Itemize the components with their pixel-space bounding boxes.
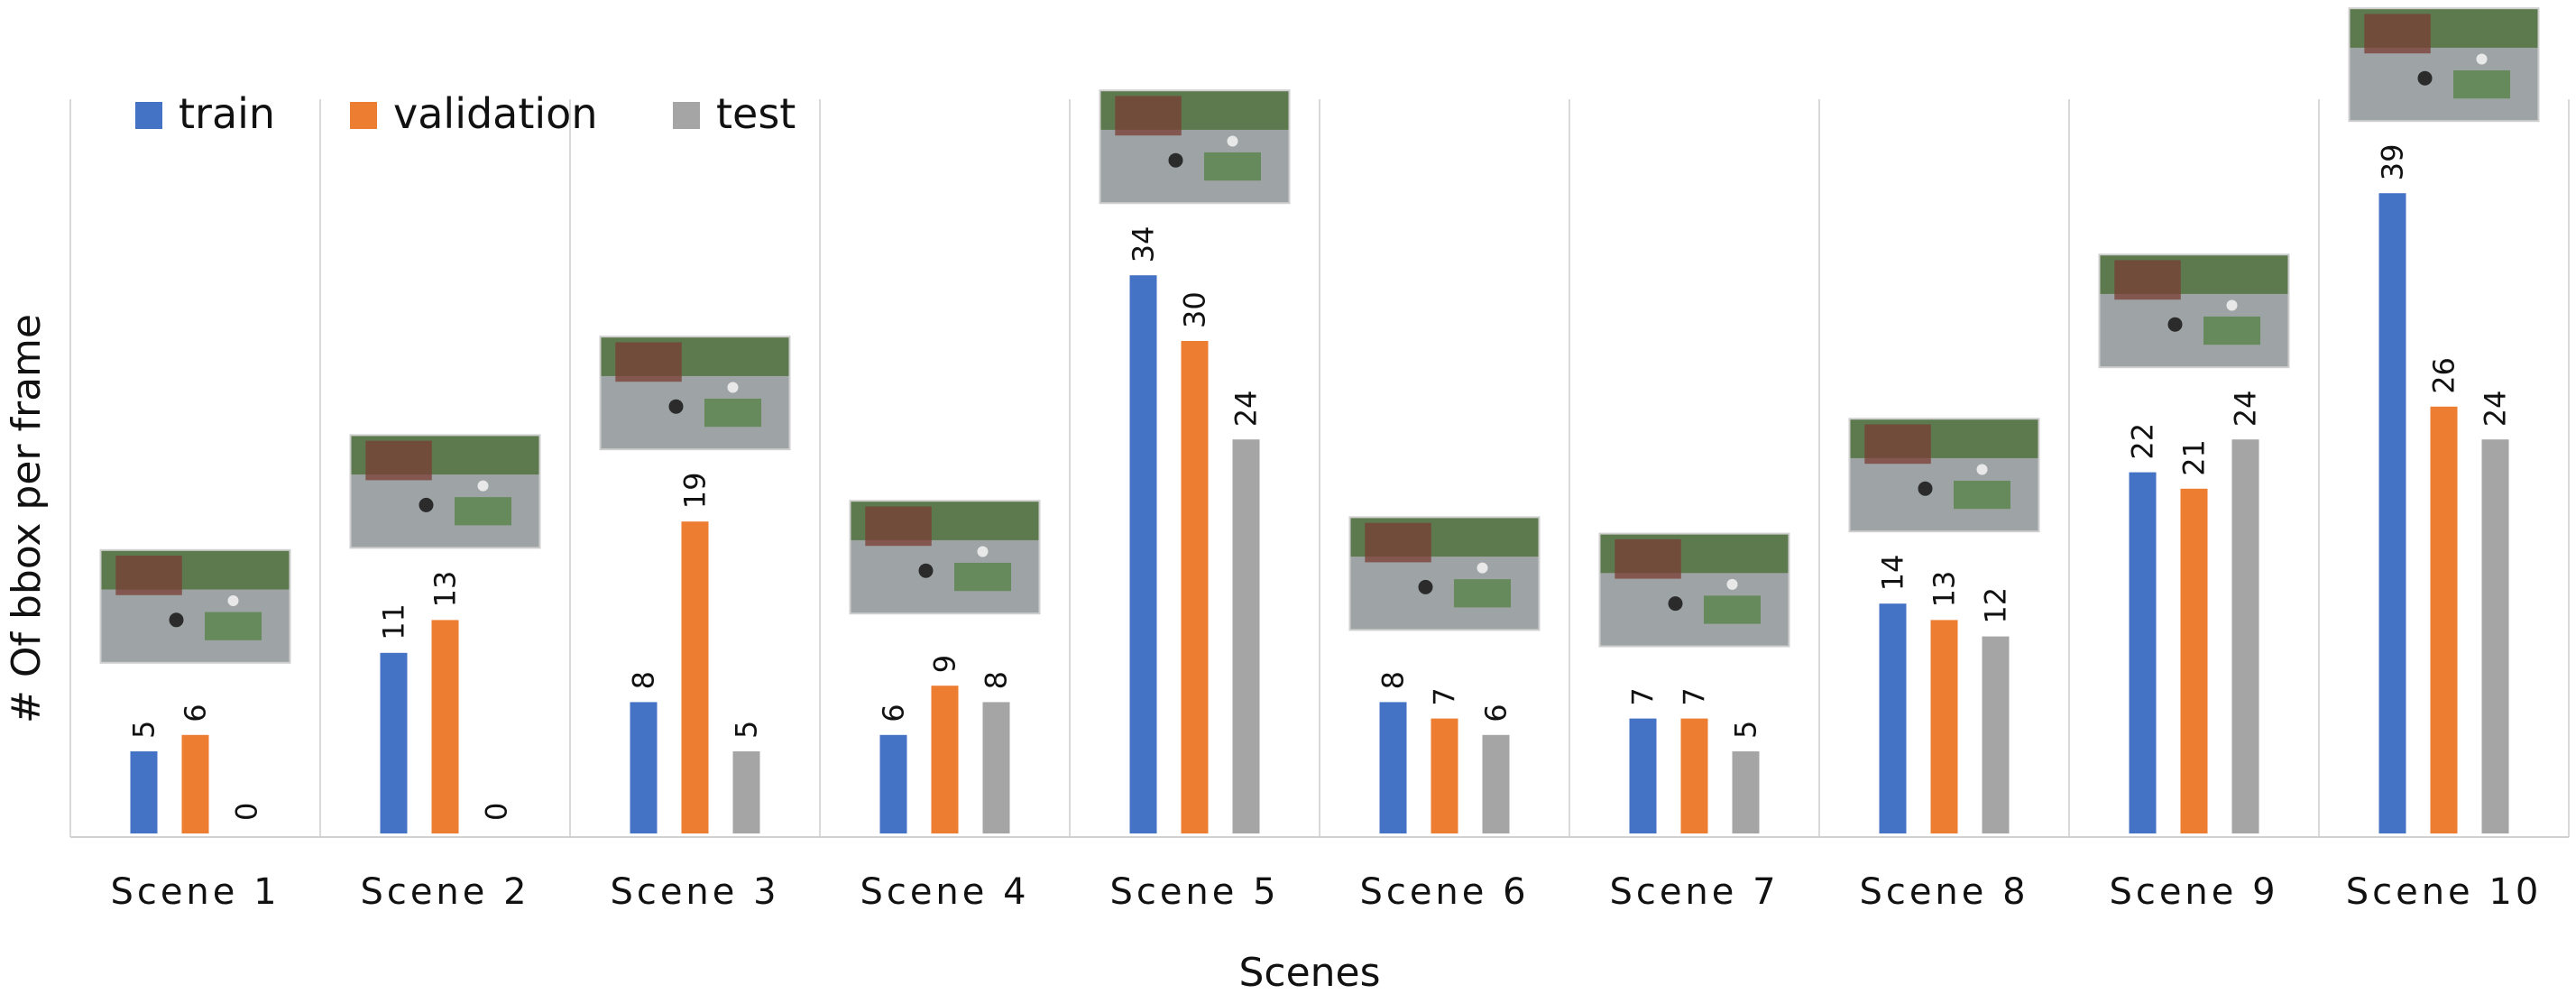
data-label: 0 [230, 803, 264, 821]
data-label: 30 [1178, 291, 1212, 328]
legend: train validation test [135, 89, 796, 138]
legend-item-train: train [135, 89, 275, 138]
bar-test-scene-3 [732, 751, 760, 833]
bar-test-scene-6 [1482, 734, 1510, 833]
data-label: 22 [2126, 423, 2160, 460]
bar-test-scene-8 [1982, 636, 2010, 833]
data-label: 39 [2376, 143, 2410, 180]
x-tick-label: Scene 1 [110, 871, 280, 913]
legend-swatch [135, 102, 162, 129]
bar-test-scene-5 [1232, 439, 1260, 833]
x-tick-label: Scene 10 [2346, 871, 2543, 913]
data-label: 8 [1376, 671, 1411, 689]
x-tick-label: Scene 5 [1109, 871, 1279, 913]
lawn-street-thumbnail [1598, 532, 1790, 648]
data-label: 8 [627, 671, 661, 689]
x-tick-label: Scene 3 [610, 871, 779, 913]
data-label: 8 [980, 671, 1014, 689]
data-label: 5 [1729, 721, 1763, 739]
bar-test-scene-4 [982, 702, 1010, 833]
bar-validation-scene-6 [1431, 718, 1458, 833]
data-label: 6 [179, 704, 213, 722]
x-tick-label: Scene 6 [1359, 871, 1529, 913]
data-label: 6 [1479, 704, 1513, 722]
data-label: 24 [2479, 390, 2513, 427]
data-label: 24 [1229, 390, 1264, 427]
bar-train-scene-7 [1629, 718, 1657, 833]
data-label: 26 [2427, 357, 2461, 394]
x-tick-label: Scene 2 [360, 871, 529, 913]
data-label: 7 [1626, 687, 1661, 705]
data-label: 14 [1876, 554, 1910, 591]
bar-train-scene-5 [1129, 275, 1157, 833]
bar-validation-scene-9 [2180, 488, 2208, 833]
bars [130, 193, 2509, 833]
bar-validation-scene-4 [931, 686, 959, 833]
bar-train-scene-6 [1379, 702, 1407, 833]
data-label: 19 [678, 472, 713, 509]
data-label: 11 [377, 603, 411, 640]
data-label: 7 [1428, 687, 1462, 705]
data-label: 6 [877, 704, 911, 722]
data-label: 5 [730, 721, 764, 739]
legend-swatch [350, 102, 377, 129]
bar-validation-scene-3 [681, 521, 709, 833]
data-label: 13 [428, 571, 463, 608]
road-traffic-thumbnail [2098, 253, 2290, 369]
bar-train-scene-4 [879, 734, 907, 833]
bar-train-scene-8 [1879, 603, 1907, 833]
parking-lot-thumbnail [2348, 7, 2540, 123]
data-label: 13 [1927, 571, 1962, 608]
legend-item-test: test [673, 89, 796, 138]
bar-train-scene-3 [630, 702, 658, 833]
bar-validation-scene-5 [1181, 341, 1209, 833]
bar-validation-scene-7 [1680, 718, 1708, 833]
bar-train-scene-2 [380, 652, 408, 833]
category-separators [69, 99, 2570, 837]
x-axis-title: Scenes [1238, 950, 1380, 994]
scene-thumbnails [99, 7, 2540, 664]
parking-lot-thumbnail [99, 548, 291, 664]
data-label: 7 [1678, 687, 1712, 705]
legend-label: train [179, 89, 275, 138]
legend-label: validation [393, 89, 597, 138]
bar-train-scene-10 [2378, 193, 2406, 833]
parking-lot-thumbnail [1848, 418, 2040, 533]
legend-label: test [716, 89, 796, 138]
bar-validation-scene-1 [181, 734, 209, 833]
data-label: 34 [1127, 225, 1161, 262]
data-label: 21 [2177, 439, 2212, 476]
parking-lot-thumbnail [1099, 89, 1291, 205]
x-tick-label: Scene 8 [1859, 871, 2029, 913]
building-courtyard-thumbnail [349, 434, 541, 549]
bar-train-scene-9 [2129, 472, 2157, 833]
x-tick-labels: Scene 1 Scene 2 Scene 3 Scene 4 Scene 5 Scene… [110, 871, 2543, 913]
bar-train-scene-1 [130, 751, 158, 833]
data-label: 9 [928, 655, 962, 673]
legend-swatch [673, 102, 700, 129]
y-axis-title: # Of bbox per frame [4, 314, 50, 723]
x-tick-label: Scene 4 [860, 871, 1029, 913]
building-walkway-thumbnail [1348, 516, 1541, 631]
bar-validation-scene-8 [1930, 620, 1958, 833]
data-label: 12 [1979, 587, 2013, 624]
data-label: 0 [480, 803, 514, 821]
parking-lot-thumbnail [599, 336, 791, 451]
legend-item-validation: validation [350, 89, 597, 138]
data-label: 5 [127, 721, 161, 739]
bar-test-scene-9 [2231, 439, 2259, 833]
bar-validation-scene-10 [2430, 406, 2458, 833]
x-tick-label: Scene 7 [1609, 871, 1779, 913]
bar-test-scene-7 [1732, 751, 1760, 833]
plaza-umbrellas-thumbnail [849, 500, 1041, 615]
bar-test-scene-10 [2481, 439, 2509, 833]
data-label: 24 [2229, 390, 2263, 427]
bar-validation-scene-2 [431, 620, 459, 833]
x-tick-label: Scene 9 [2109, 871, 2278, 913]
